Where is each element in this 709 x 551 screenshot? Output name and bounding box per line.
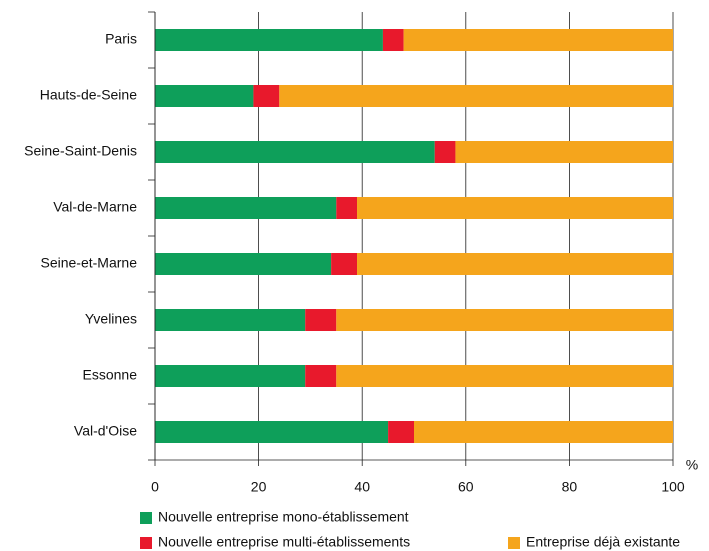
y-tick-label: Val-de-Marne xyxy=(53,199,137,215)
bar-segment xyxy=(357,253,673,275)
bar-segment xyxy=(336,365,673,387)
y-tick-label: Paris xyxy=(105,31,137,47)
y-tick-label: Yvelines xyxy=(85,311,137,327)
bar-segment xyxy=(414,421,673,443)
y-tick-label: Val-d'Oise xyxy=(74,423,137,439)
bar-segment xyxy=(155,309,306,331)
bar-segment xyxy=(434,141,456,163)
x-tick-label: 40 xyxy=(354,479,370,495)
y-tick-label: Seine-Saint-Denis xyxy=(24,143,137,159)
bar-segment xyxy=(155,141,435,163)
x-tick-label: 100 xyxy=(661,479,685,495)
bar-segment xyxy=(279,85,673,107)
legend-label: Entreprise déjà existante xyxy=(526,534,680,550)
bar-segment xyxy=(155,85,254,107)
x-tick-label: 20 xyxy=(251,479,267,495)
x-tick-label: 0 xyxy=(151,479,159,495)
x-tick-label: 80 xyxy=(562,479,578,495)
legend-swatch xyxy=(508,537,520,549)
bar-segment xyxy=(305,309,337,331)
bar-segment xyxy=(155,29,383,51)
y-tick-label: Seine-et-Marne xyxy=(41,255,138,271)
bar-segment xyxy=(331,253,358,275)
bar-segment xyxy=(336,197,358,219)
legend-swatch xyxy=(140,512,152,524)
bar-segment xyxy=(388,421,414,443)
bar-segment xyxy=(155,421,389,443)
bar-segment xyxy=(357,197,673,219)
bar-segment xyxy=(253,85,280,107)
legend-label: Nouvelle entreprise mono-établissement xyxy=(158,509,409,525)
legend-label: Nouvelle entreprise multi-établissements xyxy=(158,534,410,550)
y-tick-label: Hauts-de-Seine xyxy=(40,87,137,103)
x-unit: % xyxy=(686,457,698,473)
bar-segment xyxy=(155,253,332,275)
x-tick-label: 60 xyxy=(458,479,474,495)
bar-segment xyxy=(382,29,404,51)
bar-segment xyxy=(305,365,337,387)
bar-segment xyxy=(455,141,673,163)
bar-segment xyxy=(155,365,306,387)
bar-segment xyxy=(403,29,673,51)
y-tick-label: Essonne xyxy=(83,367,138,383)
bar-segment xyxy=(336,309,673,331)
legend-swatch xyxy=(140,537,152,549)
bar-segment xyxy=(155,197,337,219)
